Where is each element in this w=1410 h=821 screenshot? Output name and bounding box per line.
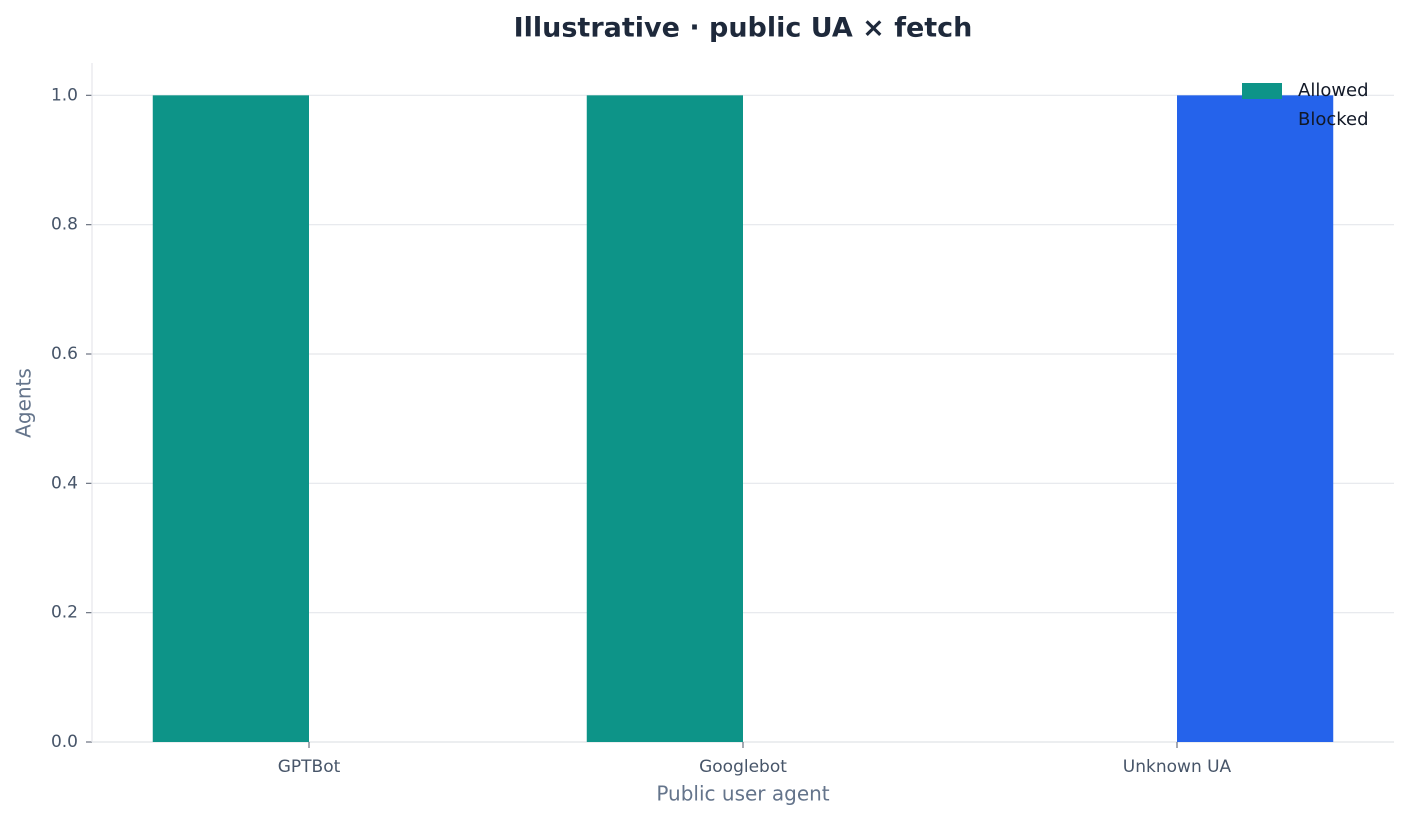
y-tick-label: 0.6 (51, 344, 78, 364)
legend-label: Allowed (1298, 80, 1369, 101)
x-axis-label: Public user agent (656, 782, 829, 806)
legend-label: Blocked (1298, 109, 1369, 130)
bar (1177, 95, 1334, 743)
y-tick-label: 0.4 (51, 473, 78, 493)
x-tick-label: GPTBot (278, 757, 341, 777)
x-tick-label: Googlebot (699, 757, 787, 777)
y-tick-label: 0.2 (51, 603, 78, 623)
legend-swatch (1242, 83, 1282, 99)
y-tick-label: 0.0 (51, 732, 78, 752)
x-tick-label: Unknown UA (1123, 757, 1232, 777)
y-axis-label: Agents (12, 368, 36, 438)
y-tick-label: 1.0 (51, 85, 78, 105)
chart-title: Illustrative · public UA × fetch (514, 13, 973, 44)
bar (586, 95, 743, 743)
y-tick-label: 0.8 (51, 215, 78, 235)
bar (152, 95, 309, 743)
legend-swatch (1242, 112, 1282, 128)
